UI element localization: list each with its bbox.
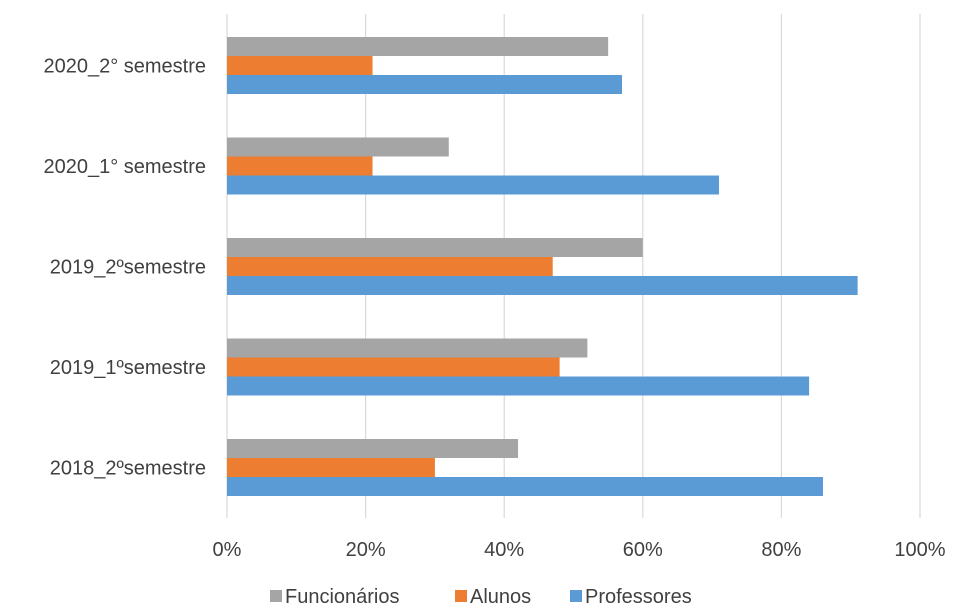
bar-professores xyxy=(227,175,720,195)
bar-alunos xyxy=(227,257,553,276)
bar-funcionários xyxy=(227,37,609,56)
legend-swatch xyxy=(570,590,582,602)
legend-swatch xyxy=(270,590,282,602)
legend-label: Alunos xyxy=(470,586,531,608)
bar-funcionários xyxy=(227,338,588,358)
legend-label: Funcionários xyxy=(285,586,400,608)
category-label: 2019_1ºsemestre xyxy=(50,357,206,379)
x-tick-labels: 0% 20% 40% 60% 80% 100% xyxy=(213,539,946,561)
bar-professores xyxy=(227,477,823,496)
x-tick-label: 0% xyxy=(213,539,242,561)
category-labels: 2020_2° semestre 2020_1° semestre 2019_2ºs… xyxy=(43,56,206,480)
bar-professores xyxy=(227,276,858,295)
category-label: 2019_2ºsemestre xyxy=(50,257,206,279)
legend-swatch xyxy=(455,590,467,602)
legend-label: Professores xyxy=(585,586,692,608)
bar-alunos xyxy=(227,56,373,75)
x-tick-label: 80% xyxy=(761,539,801,561)
bar-alunos xyxy=(227,357,560,377)
category-label: 2018_2ºsemestre xyxy=(50,458,206,480)
bar-funcionários xyxy=(227,137,449,157)
category-label: 2020_2° semestre xyxy=(43,56,206,78)
x-tick-label: 100% xyxy=(894,539,945,561)
bar-professores xyxy=(227,75,623,94)
bar-professores xyxy=(227,376,810,396)
bars xyxy=(227,37,858,496)
legend: Funcionários Alunos Professores xyxy=(270,586,692,608)
category-label: 2020_1° semestre xyxy=(43,156,206,178)
bar-funcionários xyxy=(227,439,519,458)
x-tick-label: 40% xyxy=(484,539,524,561)
bar-alunos xyxy=(227,156,373,176)
bar-alunos xyxy=(227,458,435,477)
bar-funcionários xyxy=(227,238,643,257)
x-tick-label: 60% xyxy=(623,539,663,561)
x-tick-label: 20% xyxy=(346,539,386,561)
